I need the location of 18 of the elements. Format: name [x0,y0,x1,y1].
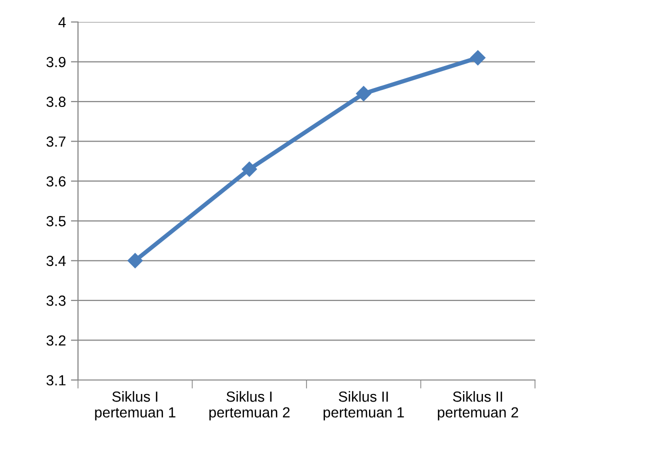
y-tick-label: 3.8 [46,96,66,107]
y-tick-label: 3.6 [46,176,66,187]
x-tick-label: Siklus II pertemuan 1 [324,391,404,420]
x-tick-label: Siklus I pertemuan 1 [95,391,176,420]
y-tick-label: 3.4 [46,256,66,266]
point [356,86,372,102]
y-tick-label: 3.7 [46,136,66,147]
y-tick-label: 3.3 [46,296,66,306]
point [242,162,257,177]
y-tick-label: 3.1 [46,375,66,386]
y-tick-label: 3.9 [46,56,66,68]
x-tick-label: Siklus II pertemuan 2 [438,391,518,420]
y-tick-label: 3.5 [46,216,66,226]
y-tick-label: 3.2 [46,335,66,346]
x-tick-label: Siklus I pertemuan 2 [209,391,290,420]
point [470,50,486,66]
y-tick-label: 4 [58,17,66,28]
point [128,253,143,268]
